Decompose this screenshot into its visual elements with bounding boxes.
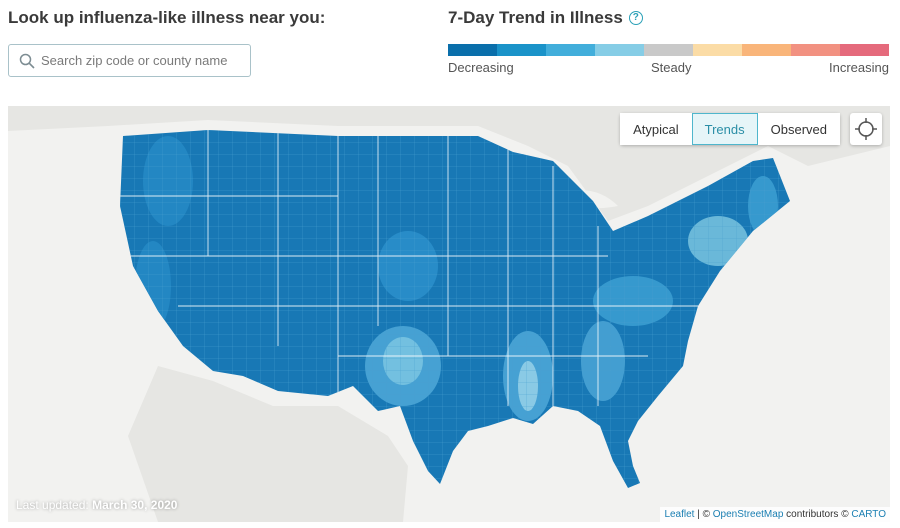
legend-color-scale	[448, 44, 889, 56]
legend-swatch	[791, 44, 840, 56]
legend-swatch	[742, 44, 791, 56]
map-attribution: Leaflet | © OpenStreetMap contributors ©…	[660, 507, 890, 522]
leaflet-link[interactable]: Leaflet	[664, 509, 695, 520]
legend-swatch	[693, 44, 742, 56]
observed-button[interactable]: Observed	[757, 113, 840, 145]
locate-button[interactable]	[850, 113, 882, 145]
crosshair-icon	[855, 118, 877, 140]
openstreetmap-link[interactable]: OpenStreetMap	[712, 509, 784, 520]
atypical-button[interactable]: Atypical	[620, 113, 692, 145]
map-canvas[interactable]	[8, 106, 890, 522]
mexico-land	[128, 366, 408, 522]
search-title: Look up influenza-like illness near you:	[8, 8, 326, 27]
legend-label-increasing: Increasing	[829, 60, 889, 75]
legend-swatch	[840, 44, 889, 56]
last-updated: Last updated: March 30, 2020	[16, 498, 177, 512]
legend-swatch	[595, 44, 644, 56]
last-updated-date: March 30, 2020	[92, 498, 178, 512]
legend-swatch	[448, 44, 497, 56]
legend-title-row: 7-Day Trend in Illness ?	[448, 8, 643, 28]
legend-label-decreasing: Decreasing	[448, 60, 514, 75]
legend-swatch	[546, 44, 595, 56]
legend-swatch	[644, 44, 693, 56]
view-mode-toggle: Atypical Trends Observed	[620, 113, 840, 145]
search-icon	[19, 53, 35, 69]
attribution-separator: | ©	[697, 509, 710, 520]
help-icon[interactable]: ?	[628, 11, 643, 25]
state-boundaries	[120, 130, 708, 406]
search-box[interactable]	[8, 44, 251, 77]
attribution-contributors: contributors ©	[786, 509, 849, 520]
search-input[interactable]	[41, 45, 246, 76]
last-updated-label: Last updated:	[16, 498, 89, 512]
map-view[interactable]: Atypical Trends Observed Last updated: M…	[8, 106, 890, 522]
carto-link[interactable]: CARTO	[851, 509, 886, 520]
trends-button[interactable]: Trends	[691, 113, 758, 145]
legend-title: 7-Day Trend in Illness	[448, 8, 623, 27]
legend-swatch	[497, 44, 546, 56]
legend-label-steady: Steady	[651, 60, 692, 75]
